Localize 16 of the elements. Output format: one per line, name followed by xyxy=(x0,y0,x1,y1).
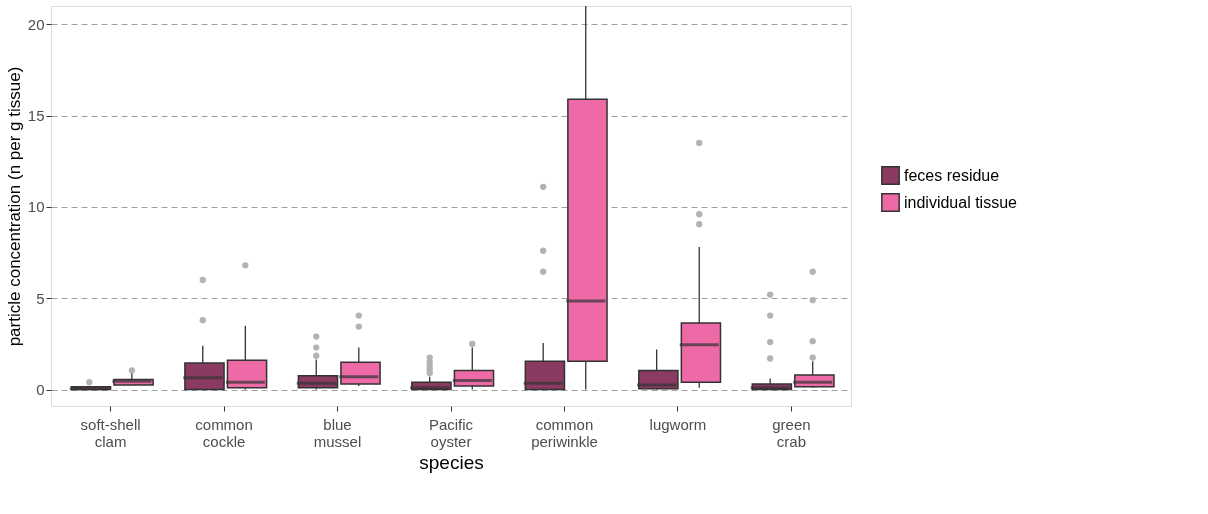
x-tick-label: common cockle xyxy=(195,415,253,450)
legend-label: feces residue xyxy=(904,166,1000,184)
y-tick-label: 0 xyxy=(36,381,45,399)
x-tick-label: blue mussel xyxy=(313,415,362,450)
y-tick-label: 5 xyxy=(36,289,45,307)
x-axis-title: species xyxy=(419,451,484,473)
x-tick-label: green crab xyxy=(772,415,811,450)
y-axis-title: particle concentration (n per g tissue) xyxy=(4,66,24,347)
y-tick-label: 15 xyxy=(27,107,45,125)
legend-label: individual tissue xyxy=(904,193,1018,211)
x-tick-label: soft-shell clam xyxy=(80,415,141,450)
x-tick-label: common periwinkle xyxy=(531,415,598,450)
y-tick-label: 10 xyxy=(27,198,45,216)
x-tick-label: lugworm xyxy=(649,415,707,433)
x-tick-label: Pacific oyster xyxy=(428,415,474,450)
y-tick-label: 20 xyxy=(27,15,45,33)
